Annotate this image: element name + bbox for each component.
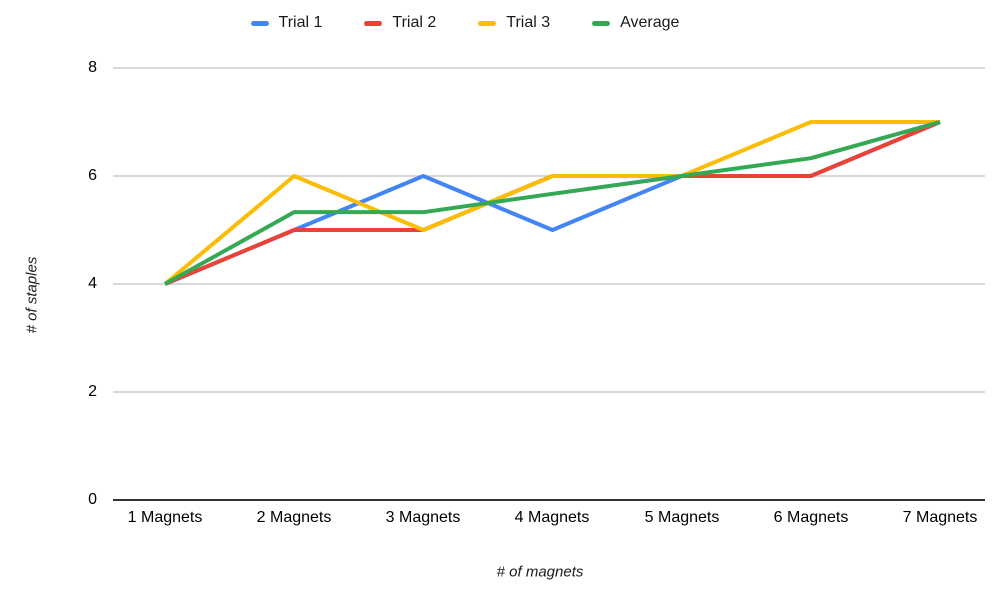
legend-swatch-average — [592, 20, 611, 26]
series-line-trial-2[interactable] — [164, 120, 941, 286]
legend-label-average: Average — [620, 14, 680, 31]
x-tick-5-magnets: 5 Magnets — [644, 509, 720, 526]
y-tick-2: 2 — [88, 383, 97, 400]
legend-label-trial-1: Trial 1 — [278, 14, 323, 31]
series-line-average[interactable] — [164, 120, 941, 286]
x-tick-4-magnets: 4 Magnets — [514, 509, 590, 526]
x-tick-1-magnets: 1 Magnets — [127, 509, 203, 526]
y-tick-8: 8 — [88, 59, 97, 76]
y-tick-6: 6 — [88, 167, 97, 184]
x-tick-6-magnets: 6 Magnets — [773, 509, 849, 526]
legend-swatch-trial-1 — [250, 20, 269, 26]
legend-item-trial-1[interactable]: Trial 1 — [250, 14, 323, 32]
legend-label-trial-2: Trial 2 — [392, 14, 437, 31]
y-tick-0: 0 — [88, 491, 97, 508]
legend-label-trial-3: Trial 3 — [506, 14, 551, 31]
legend-item-trial-3[interactable]: Trial 3 — [478, 14, 550, 32]
legend-swatch-trial-3 — [478, 20, 497, 26]
chart-legend: Trial 1 Trial 2 Trial 3 Average — [0, 12, 930, 34]
x-tick-7-magnets: 7 Magnets — [902, 509, 978, 526]
x-axis-title: # of magnets — [496, 563, 584, 581]
legend-swatch-trial-2 — [364, 20, 383, 26]
x-tick-2-magnets: 2 Magnets — [256, 509, 332, 526]
series-line-trial-3[interactable] — [163, 120, 940, 286]
series-line-trial-1[interactable] — [164, 120, 941, 286]
y-tick-4: 4 — [88, 275, 97, 292]
x-tick-3-magnets: 3 Magnets — [385, 509, 461, 526]
legend-item-trial-2[interactable]: Trial 2 — [364, 14, 436, 32]
y-axis-title: # of staples — [23, 256, 41, 334]
legend-item-average[interactable]: Average — [592, 14, 679, 32]
